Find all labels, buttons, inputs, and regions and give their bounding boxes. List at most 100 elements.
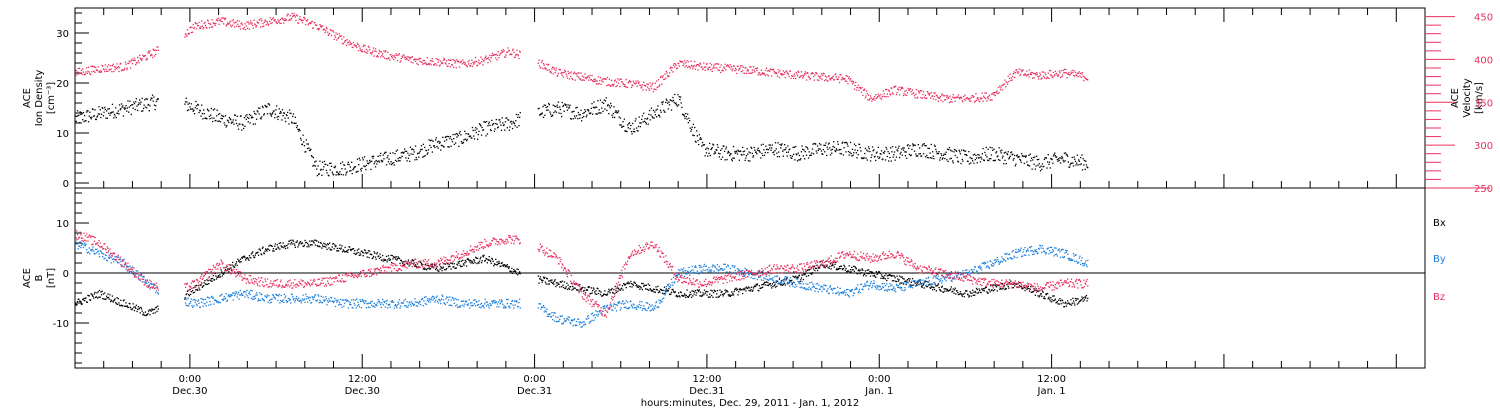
bx-point xyxy=(953,293,954,294)
density-point xyxy=(593,107,594,108)
velocity-point xyxy=(884,96,885,97)
density-point xyxy=(877,156,878,157)
bx-point xyxy=(261,254,262,255)
bx-point xyxy=(331,249,332,250)
density-point xyxy=(584,109,585,110)
density-point xyxy=(123,115,124,116)
density-point xyxy=(317,165,318,166)
density-point xyxy=(287,112,288,113)
bx-point xyxy=(390,255,391,256)
density-point xyxy=(690,128,691,129)
bx-point xyxy=(1030,286,1031,287)
density-point xyxy=(246,119,247,120)
density-point xyxy=(557,107,558,108)
density-point xyxy=(728,152,729,153)
velocity-point xyxy=(236,26,237,27)
density-point xyxy=(637,130,638,131)
velocity-point xyxy=(289,19,290,20)
velocity-point xyxy=(1077,73,1078,74)
density-point xyxy=(352,173,353,174)
density-point xyxy=(550,113,551,114)
bx-point xyxy=(480,257,481,258)
velocity-point xyxy=(760,74,761,75)
velocity-point xyxy=(818,80,819,81)
density-point xyxy=(335,174,336,175)
bx-point xyxy=(871,271,872,272)
bx-point xyxy=(235,264,236,265)
density-point xyxy=(1075,164,1076,165)
velocity-point xyxy=(602,79,603,80)
velocity-point xyxy=(469,60,470,61)
velocity-point xyxy=(870,95,871,96)
bx-point xyxy=(964,296,965,297)
density-point xyxy=(380,153,381,154)
velocity-point xyxy=(718,64,719,65)
bx-point xyxy=(608,291,609,292)
density-point xyxy=(420,151,421,152)
velocity-point xyxy=(104,71,105,72)
density-point xyxy=(811,155,812,156)
bx-point xyxy=(823,267,824,268)
density-point xyxy=(412,154,413,155)
velocity-point xyxy=(905,94,906,95)
density-point xyxy=(938,153,939,154)
bx-point xyxy=(77,301,78,302)
density-point xyxy=(996,151,997,152)
density-point xyxy=(140,102,141,103)
bx-point xyxy=(497,264,498,265)
bx-point xyxy=(374,253,375,254)
velocity-point xyxy=(1048,78,1049,79)
density-point xyxy=(363,165,364,166)
density-point xyxy=(717,144,718,145)
bx-point xyxy=(780,284,781,285)
density-point xyxy=(920,153,921,154)
by-point xyxy=(249,291,250,292)
velocity-point xyxy=(1019,75,1020,76)
density-point xyxy=(122,107,123,108)
density-point xyxy=(554,105,555,106)
bx-point xyxy=(1010,281,1011,282)
density-point xyxy=(559,106,560,107)
density-point xyxy=(382,160,383,161)
velocity-point xyxy=(482,64,483,65)
density-point xyxy=(599,112,600,113)
density-point xyxy=(387,157,388,158)
velocity-point xyxy=(907,92,908,93)
density-point xyxy=(395,160,396,161)
velocity-point xyxy=(249,28,250,29)
bx-point xyxy=(375,257,376,258)
bx-point xyxy=(473,259,474,260)
bx-point xyxy=(677,296,678,297)
velocity-point xyxy=(890,94,891,95)
velocity-point xyxy=(686,65,687,66)
bx-point xyxy=(1059,298,1060,299)
velocity-point xyxy=(308,24,309,25)
velocity-point xyxy=(344,41,345,42)
density-point xyxy=(390,153,391,154)
density-point xyxy=(1012,154,1013,155)
bx-point xyxy=(711,295,712,296)
density-point xyxy=(491,130,492,131)
velocity-point xyxy=(636,82,637,83)
density-point xyxy=(258,107,259,108)
density-point xyxy=(924,145,925,146)
density-point xyxy=(666,99,667,100)
velocity-point xyxy=(883,90,884,91)
density-point xyxy=(847,143,848,144)
density-point xyxy=(557,105,558,106)
density-point xyxy=(572,111,573,112)
bx-point xyxy=(747,288,748,289)
density-point xyxy=(812,148,813,149)
velocity-point xyxy=(477,65,478,66)
velocity-point xyxy=(153,50,154,51)
bx-point xyxy=(869,273,870,274)
velocity-point xyxy=(901,88,902,89)
density-point xyxy=(634,131,635,132)
velocity-point xyxy=(869,98,870,99)
density-point xyxy=(94,109,95,110)
velocity-point xyxy=(391,56,392,57)
density-point xyxy=(476,128,477,129)
bx-point xyxy=(849,265,850,266)
bx-point xyxy=(191,291,192,292)
velocity-point xyxy=(220,19,221,20)
